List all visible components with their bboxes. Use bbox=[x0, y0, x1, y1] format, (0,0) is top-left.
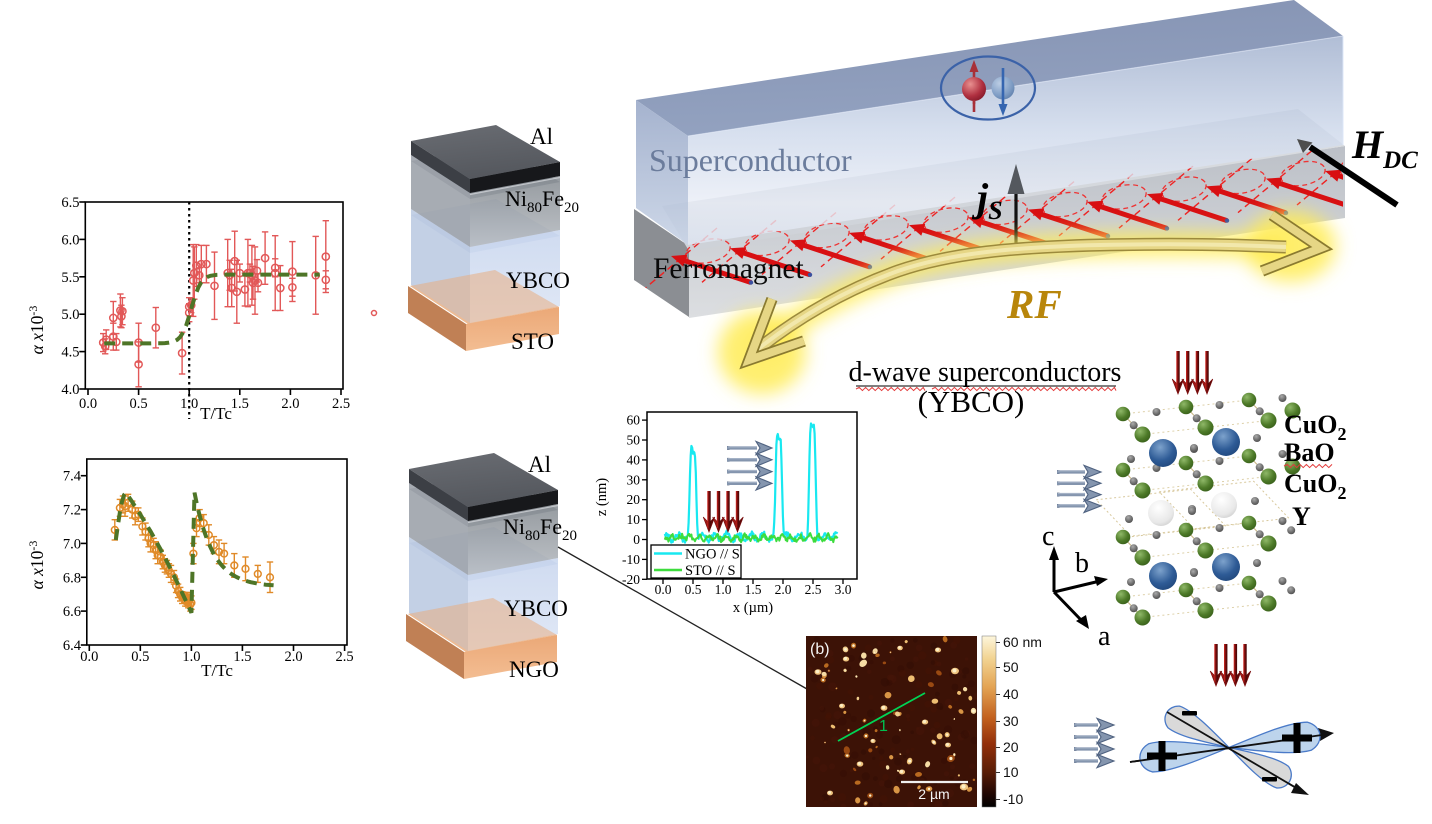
svg-text:50: 50 bbox=[1003, 659, 1019, 675]
svg-text:α x10-3: α x10-3 bbox=[26, 541, 47, 590]
svg-text:2.5: 2.5 bbox=[332, 396, 350, 412]
svg-text:1: 1 bbox=[879, 718, 888, 735]
svg-text:1.5: 1.5 bbox=[233, 649, 251, 665]
svg-text:c: c bbox=[1042, 521, 1054, 552]
svg-text:0.0: 0.0 bbox=[79, 396, 97, 412]
svg-text:α x10-3: α x10-3 bbox=[26, 306, 47, 355]
svg-text:7.4: 7.4 bbox=[63, 469, 82, 485]
svg-text:-20: -20 bbox=[622, 572, 640, 587]
svg-text:6.0: 6.0 bbox=[61, 232, 79, 248]
svg-text:2 µm: 2 µm bbox=[918, 786, 949, 802]
svg-text:30: 30 bbox=[627, 472, 641, 487]
svg-text:NGO: NGO bbox=[509, 657, 559, 682]
svg-text:STO: STO bbox=[511, 329, 554, 354]
svg-text:7.0: 7.0 bbox=[63, 536, 81, 552]
svg-text:40: 40 bbox=[627, 452, 641, 467]
svg-text:T/Tc: T/Tc bbox=[200, 404, 232, 423]
svg-text:0.5: 0.5 bbox=[685, 582, 702, 597]
svg-text:60 nm: 60 nm bbox=[1003, 634, 1042, 650]
svg-text:7.2: 7.2 bbox=[63, 503, 81, 519]
svg-text:T/Tc: T/Tc bbox=[201, 661, 233, 680]
svg-text:6.4: 6.4 bbox=[63, 638, 82, 654]
svg-text:CuO2: CuO2 bbox=[1284, 469, 1346, 503]
svg-text:Al: Al bbox=[528, 452, 551, 477]
svg-text:b: b bbox=[1075, 548, 1089, 579]
svg-text:NGO // S: NGO // S bbox=[685, 547, 740, 563]
svg-text:0: 0 bbox=[633, 532, 640, 547]
svg-text:2.5: 2.5 bbox=[336, 649, 354, 665]
svg-text:x (µm): x (µm) bbox=[733, 600, 773, 616]
svg-text:-10: -10 bbox=[622, 552, 640, 567]
svg-text:60: 60 bbox=[627, 413, 641, 428]
svg-text:YBCO: YBCO bbox=[506, 268, 570, 293]
svg-text:1.5: 1.5 bbox=[231, 396, 249, 412]
svg-text:5.5: 5.5 bbox=[61, 270, 79, 286]
svg-text:0.0: 0.0 bbox=[655, 582, 672, 597]
svg-text:Superconductor: Superconductor bbox=[649, 142, 852, 178]
svg-text:2.0: 2.0 bbox=[284, 649, 302, 665]
svg-text:10: 10 bbox=[627, 512, 641, 527]
svg-text:3.0: 3.0 bbox=[835, 582, 852, 597]
svg-text:1.0: 1.0 bbox=[182, 649, 200, 665]
svg-text:d-wave superconductors: d-wave superconductors bbox=[849, 357, 1122, 388]
svg-text:6.5: 6.5 bbox=[61, 195, 79, 211]
svg-text:20: 20 bbox=[1003, 739, 1019, 755]
svg-text:40: 40 bbox=[1003, 686, 1019, 702]
svg-text:0.0: 0.0 bbox=[80, 649, 98, 665]
svg-text:30: 30 bbox=[1003, 713, 1019, 729]
svg-text:50: 50 bbox=[627, 433, 641, 448]
svg-text:z (nm): z (nm) bbox=[594, 478, 610, 516]
svg-text:STO // S: STO // S bbox=[685, 563, 736, 579]
svg-text:1.5: 1.5 bbox=[745, 582, 762, 597]
svg-text:2.5: 2.5 bbox=[805, 582, 822, 597]
svg-text:0.5: 0.5 bbox=[130, 396, 148, 412]
svg-text:20: 20 bbox=[627, 492, 641, 507]
svg-text:BaO: BaO bbox=[1284, 438, 1335, 467]
svg-text:Ferromagnet: Ferromagnet bbox=[653, 253, 805, 285]
svg-text:5.0: 5.0 bbox=[61, 307, 79, 323]
svg-text:Y: Y bbox=[1292, 502, 1311, 531]
svg-text:4.5: 4.5 bbox=[61, 345, 79, 361]
svg-text:6.8: 6.8 bbox=[63, 570, 81, 586]
svg-text:0.5: 0.5 bbox=[131, 649, 149, 665]
svg-text:Al: Al bbox=[530, 124, 553, 149]
svg-text:2.0: 2.0 bbox=[281, 396, 299, 412]
svg-text:CuO2: CuO2 bbox=[1284, 410, 1346, 444]
svg-text:1.0: 1.0 bbox=[715, 582, 732, 597]
svg-text:10: 10 bbox=[1003, 764, 1019, 780]
svg-text:RF: RF bbox=[1006, 281, 1062, 327]
svg-text:a: a bbox=[1098, 621, 1111, 652]
svg-text:4.0: 4.0 bbox=[61, 382, 79, 398]
svg-text:2.0: 2.0 bbox=[775, 582, 792, 597]
svg-text:6.6: 6.6 bbox=[63, 604, 81, 620]
svg-text:1.0: 1.0 bbox=[180, 396, 198, 412]
svg-text:-10: -10 bbox=[1003, 791, 1023, 807]
svg-text:(b): (b) bbox=[810, 641, 830, 658]
svg-text:(YBCO): (YBCO) bbox=[918, 384, 1025, 419]
svg-text:YBCO: YBCO bbox=[504, 596, 568, 621]
